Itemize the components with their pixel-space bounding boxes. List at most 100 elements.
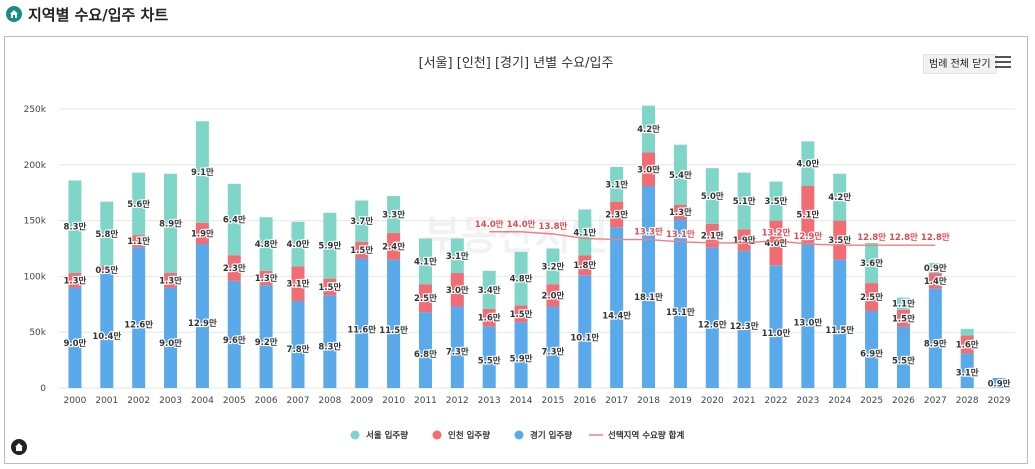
bar-value-label: 3.0만 <box>637 164 660 175</box>
bar-gyeonggi <box>769 265 783 388</box>
bar-incheon <box>546 284 560 307</box>
bar-value-label: 11.0만 <box>762 328 791 339</box>
bar-value-label: 2.1만 <box>701 231 724 242</box>
legend-marker-seoul[interactable] <box>350 430 360 440</box>
bar-incheon <box>578 255 592 276</box>
x-tick-label: 2009 <box>350 396 373 406</box>
bar-value-label: 4.1만 <box>414 256 437 267</box>
bar-gyeonggi <box>482 326 496 388</box>
bar-incheon <box>68 273 82 288</box>
y-tick-label: 0 <box>40 384 46 394</box>
bar-value-label: 1.5만 <box>892 313 915 324</box>
chart-svg: [서울] [인천] [경기] 년별 수요/입주부동산지인050k100k150k… <box>24 56 1015 441</box>
bar-value-label: 4.8만 <box>510 274 533 285</box>
bar-incheon <box>737 229 751 251</box>
bar-gyeonggi <box>355 258 369 388</box>
bar-seoul <box>642 105 656 153</box>
bar-value-label: 12.6만 <box>698 320 727 331</box>
bar-value-label: 3.1만 <box>956 367 979 378</box>
bar-incheon <box>450 273 464 307</box>
bar-value-label: 1.9만 <box>191 228 214 239</box>
bar-value-label: 8.9만 <box>924 338 947 349</box>
bar-value-label: 3.5만 <box>765 196 788 207</box>
bar-value-label: 3.5만 <box>828 235 851 246</box>
bar-incheon <box>100 266 114 272</box>
x-tick-label: 2013 <box>478 396 501 406</box>
x-tick-label: 2020 <box>701 396 724 406</box>
bar-value-label: 1.6만 <box>478 313 501 324</box>
bar-incheon <box>259 270 273 286</box>
bar-seoul <box>387 196 401 233</box>
bar-value-label: 5.5만 <box>892 355 915 366</box>
legend-toggle-button[interactable]: 범례 전체 닫기 <box>923 54 997 74</box>
bar-value-label: 10.1만 <box>570 332 599 343</box>
bar-value-label: 1.9만 <box>733 235 756 246</box>
bar-value-label: 5.0만 <box>701 191 724 202</box>
bar-seoul <box>673 144 687 205</box>
bar-gyeonggi <box>259 285 273 388</box>
hamburger-menu-icon[interactable] <box>995 56 1011 70</box>
bar-value-label: 1.3만 <box>669 207 692 218</box>
bar-value-label: 1.4만 <box>924 276 947 287</box>
x-tick-label: 2023 <box>796 396 819 406</box>
demand-value-label: 12.8만 <box>857 232 886 243</box>
bar-seoul <box>737 172 751 230</box>
bar-value-label: 9.0만 <box>159 338 182 349</box>
bar-seoul <box>164 173 178 274</box>
bar-value-label: 2.3만 <box>223 263 246 274</box>
bar-value-label: 0.9만 <box>924 263 947 274</box>
bar-gyeonggi <box>833 259 847 388</box>
bar-gyeonggi <box>865 310 879 388</box>
bar-seoul <box>928 263 942 274</box>
bar-gyeonggi <box>418 312 432 388</box>
bar-incheon <box>418 284 432 313</box>
bar-value-label: 1.3만 <box>255 273 278 284</box>
bar-gyeonggi <box>896 326 910 388</box>
bar-gyeonggi <box>450 306 464 388</box>
y-tick-label: 200k <box>24 161 47 171</box>
legend-item-demand[interactable]: 선택지역 수요량 합계 <box>608 430 684 441</box>
bar-value-label: 15.1만 <box>666 307 695 318</box>
demand-value-label: 13.1만 <box>666 229 695 240</box>
bar-gyeonggi <box>514 322 528 388</box>
bar-gyeonggi <box>928 288 942 388</box>
bar-value-label: 4.8만 <box>255 239 278 250</box>
bar-seoul <box>896 297 910 310</box>
x-tick-label: 2001 <box>95 396 118 406</box>
bar-value-label: 4.0만 <box>765 238 788 249</box>
bar-incheon <box>610 201 624 228</box>
x-tick-label: 2027 <box>924 396 947 406</box>
bar-value-label: 5.1만 <box>733 196 756 207</box>
x-tick-label: 2024 <box>828 396 851 406</box>
legend-item-seoul[interactable]: 서울 입주량 <box>366 430 408 441</box>
bar-gyeonggi <box>737 250 751 388</box>
bar-gyeonggi <box>642 186 656 388</box>
bar-value-label: 3.1만 <box>605 179 628 190</box>
x-tick-label: 2006 <box>255 396 278 406</box>
bar-gyeonggi <box>291 300 305 388</box>
bar-incheon <box>928 273 942 289</box>
legend-item-incheon[interactable]: 인천 입주량 <box>448 430 490 441</box>
page-title: 지역별 수요/입주 차트 <box>28 5 169 24</box>
legend-marker-gyeonggi[interactable] <box>514 430 524 440</box>
brand-logo-icon <box>11 439 27 455</box>
bar-value-label: 5.9만 <box>510 353 533 364</box>
bar-value-label: 4.2만 <box>828 192 851 203</box>
legend-item-gyeonggi[interactable]: 경기 입주량 <box>530 430 572 441</box>
bar-gyeonggi <box>992 377 1006 388</box>
bar-value-label: 5.6만 <box>127 199 150 210</box>
bar-seoul <box>514 251 528 306</box>
bar-value-label: 7.3만 <box>446 346 469 357</box>
legend-marker-incheon[interactable] <box>432 430 442 440</box>
bar-value-label: 0.5만 <box>95 265 118 276</box>
bar-seoul <box>195 121 209 223</box>
x-tick-label: 2018 <box>637 396 660 406</box>
bar-seoul <box>418 238 432 285</box>
demand-line <box>489 231 936 246</box>
bar-incheon <box>355 241 369 259</box>
bar-seoul <box>132 172 146 236</box>
bar-value-label: 7.3만 <box>541 346 564 357</box>
bar-value-label: 12.6만 <box>124 320 153 331</box>
bar-value-label: 1.1만 <box>127 236 150 247</box>
bar-value-label: 3.6만 <box>860 258 883 269</box>
